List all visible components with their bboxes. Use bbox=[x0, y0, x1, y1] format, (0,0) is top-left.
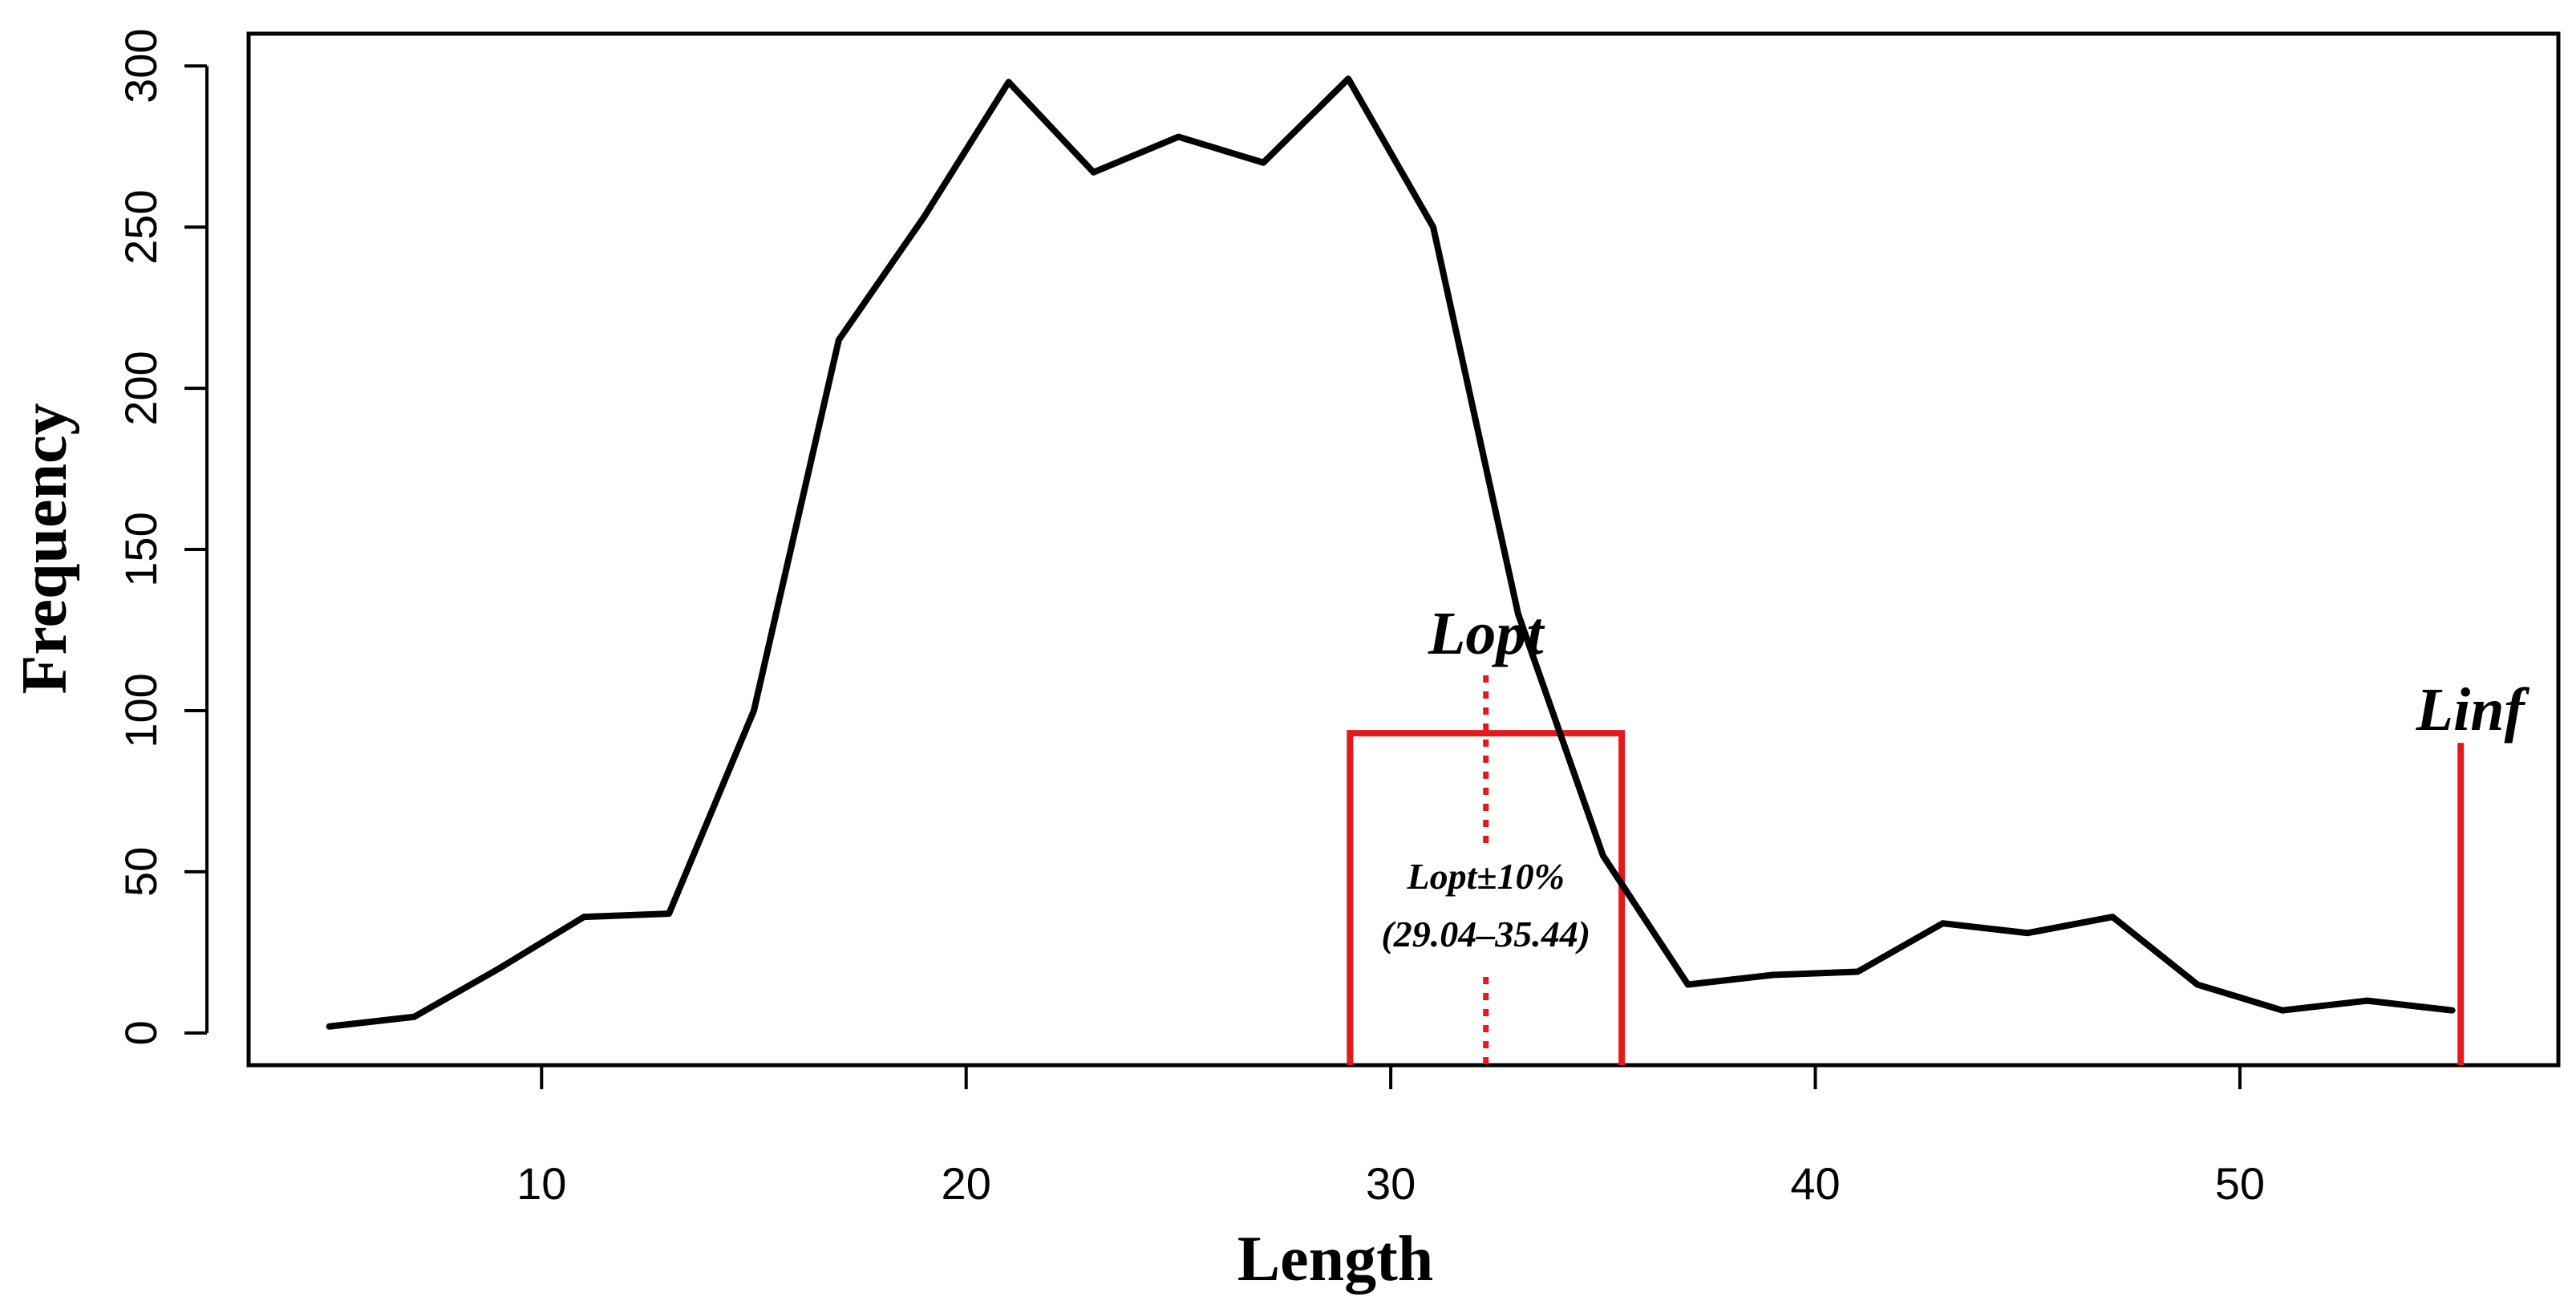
x-tick-label: 50 bbox=[2215, 1158, 2265, 1209]
x-tick-label: 20 bbox=[942, 1158, 991, 1209]
x-tick-label: 30 bbox=[1366, 1158, 1416, 1209]
y-tick-label: 300 bbox=[115, 28, 166, 103]
y-tick-label: 150 bbox=[115, 512, 166, 586]
linf-label: Linf bbox=[2416, 676, 2530, 744]
y-tick-label: 50 bbox=[115, 847, 166, 897]
y-tick-label: 200 bbox=[115, 351, 166, 425]
annotation-markers bbox=[1347, 675, 2465, 1065]
y-tick-label: 100 bbox=[115, 673, 166, 748]
x-tick-label: 40 bbox=[1790, 1158, 1840, 1209]
x-tick-label: 10 bbox=[516, 1158, 566, 1209]
y-tick-label: 0 bbox=[115, 1020, 166, 1045]
x-axis: 10 20 30 40 50 bbox=[516, 1064, 2265, 1209]
frequency-series-line bbox=[326, 75, 2456, 1030]
lopt-label: Lopt bbox=[1428, 600, 1545, 667]
range-label: Lopt±10% bbox=[1406, 856, 1564, 897]
y-axis: 0 50 100 150 200 250 300 bbox=[115, 28, 209, 1045]
series-layer bbox=[326, 75, 2456, 1030]
range-label-background bbox=[1364, 841, 1608, 975]
y-axis-title: Frequency bbox=[10, 403, 80, 695]
lopt-range-box bbox=[1347, 730, 1626, 1065]
x-axis-title: Length bbox=[1237, 1224, 1434, 1295]
range-values-label: (29.04–35.44) bbox=[1381, 914, 1590, 954]
y-tick-label: 250 bbox=[115, 189, 166, 264]
